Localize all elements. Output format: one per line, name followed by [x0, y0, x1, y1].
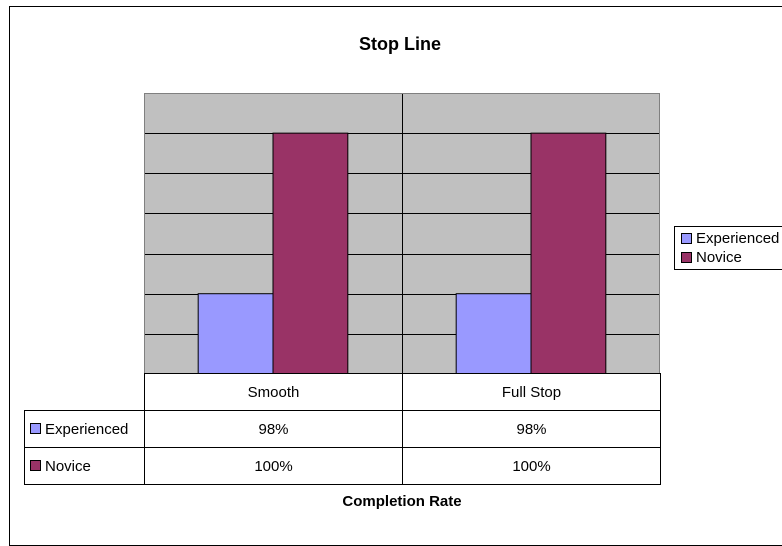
legend-item: Experienced	[681, 230, 779, 247]
data-table-corner	[24, 373, 145, 411]
data-cell: 98%	[144, 410, 403, 448]
legend-label: Novice	[696, 249, 742, 266]
series-name: Experienced	[45, 420, 129, 438]
bar-novice	[530, 132, 607, 374]
data-cell: 98%	[402, 410, 661, 448]
category-label: Full Stop	[402, 373, 661, 411]
plot-area	[144, 93, 660, 374]
bar-experienced	[197, 293, 274, 374]
data-cell: 100%	[402, 447, 661, 485]
bar-novice	[272, 132, 349, 374]
legend-key-novice	[30, 460, 41, 472]
legend-key-novice	[681, 251, 692, 263]
data-table-row: Novice 100% 100%	[24, 447, 661, 485]
legend: Experienced Novice	[674, 226, 782, 270]
category-label: Smooth	[144, 373, 403, 411]
data-table-row: Experienced 98% 98%	[24, 410, 661, 448]
legend-key-experienced	[30, 423, 41, 435]
data-table-header-row: Smooth Full Stop	[24, 373, 661, 411]
row-header: Experienced	[24, 410, 145, 448]
series-name: Novice	[45, 457, 91, 475]
data-table: Smooth Full Stop Experienced 98% 98% Nov…	[24, 373, 661, 485]
data-cell: 100%	[144, 447, 403, 485]
row-header: Novice	[24, 447, 145, 485]
legend-item: Novice	[681, 249, 742, 266]
x-axis-title: Completion Rate	[342, 493, 462, 510]
legend-key-experienced	[681, 232, 692, 244]
legend-label: Experienced	[696, 230, 780, 247]
chart-title: Stop Line	[359, 34, 441, 54]
bar-experienced	[455, 293, 532, 374]
